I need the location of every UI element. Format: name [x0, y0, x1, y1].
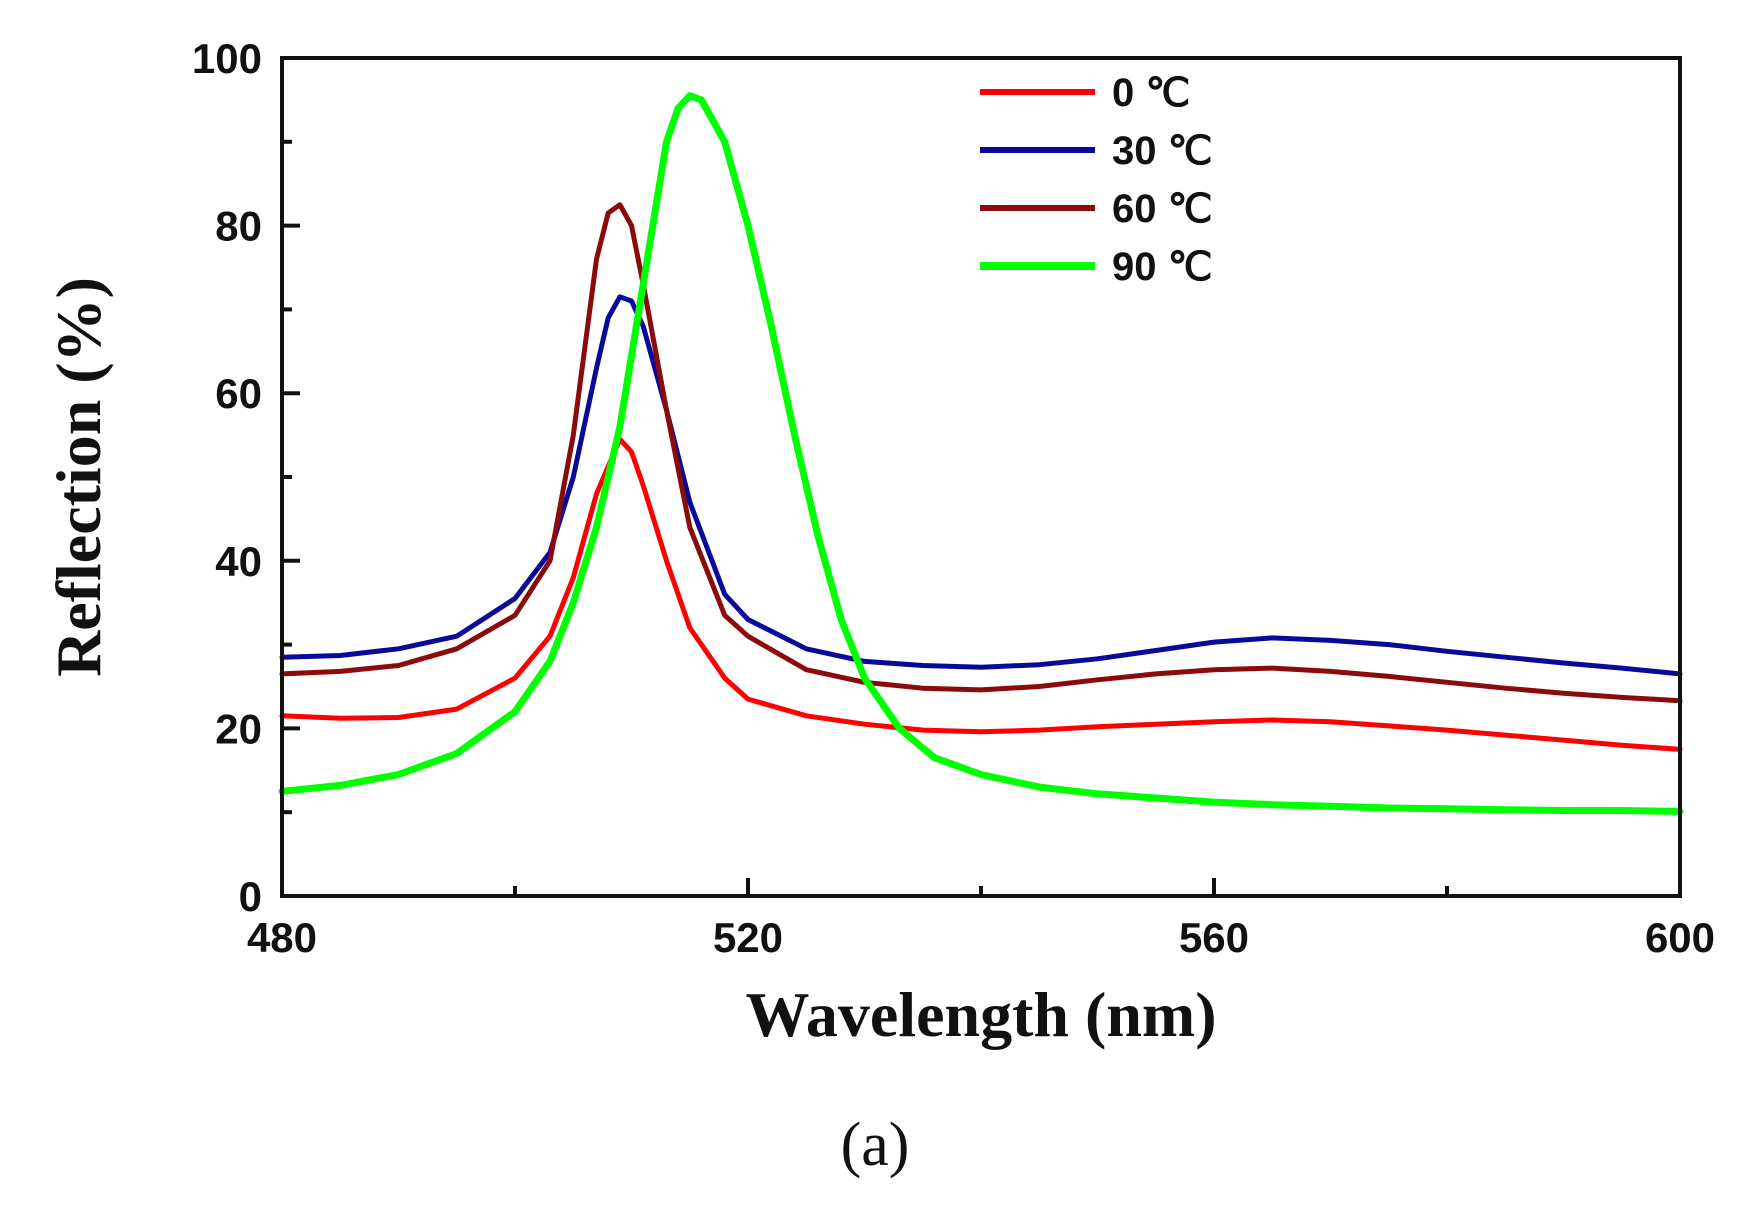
- y-tick-label: 80: [215, 203, 262, 250]
- series-line-3: [278, 92, 1684, 815]
- x-tick-label: 520: [713, 914, 783, 961]
- series-layer: [278, 92, 1684, 815]
- legend-label-1: 30 ℃: [1112, 129, 1213, 173]
- series-line-2: [279, 202, 1683, 704]
- legend: 0 ℃ 30 ℃ 60 ℃ 90 ℃: [980, 71, 1213, 289]
- y-axis-title: Reflection (%): [43, 277, 114, 677]
- series-line-0: [279, 436, 1683, 752]
- x-tick-label: 560: [1179, 914, 1249, 961]
- x-tick-label: 600: [1645, 914, 1715, 961]
- panel-label: (a): [841, 1111, 910, 1179]
- y-tick-label: 40: [215, 538, 262, 585]
- x-axis-title: Wavelength (nm): [745, 979, 1216, 1050]
- legend-label-3: 90 ℃: [1112, 245, 1213, 289]
- tick-layer: 480 520 560 600 0 20 40 60 80 100: [192, 35, 1715, 961]
- y-tick-label: 0: [239, 873, 262, 920]
- y-tick-label: 20: [215, 705, 262, 752]
- legend-label-0: 0 ℃: [1112, 71, 1190, 115]
- legend-label-2: 60 ℃: [1112, 187, 1213, 231]
- x-tick-label: 480: [247, 914, 317, 961]
- y-tick-label: 100: [192, 35, 262, 82]
- y-tick-label: 60: [215, 370, 262, 417]
